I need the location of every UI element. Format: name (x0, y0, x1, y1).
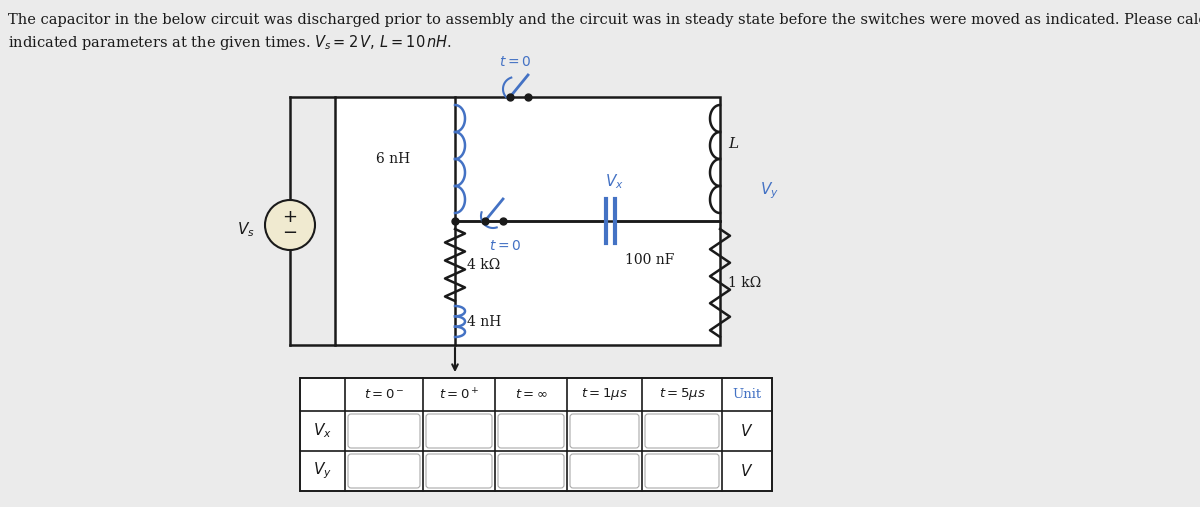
Text: $t = \infty$: $t = \infty$ (515, 388, 547, 401)
Text: 1 kΩ: 1 kΩ (728, 276, 761, 290)
Text: L: L (728, 137, 738, 151)
FancyBboxPatch shape (335, 97, 720, 345)
Text: indicated parameters at the given times. $V_s = 2\,V,\, L = 10\,nH$.: indicated parameters at the given times.… (8, 33, 452, 52)
Text: $V_x$: $V_x$ (313, 422, 332, 441)
FancyBboxPatch shape (426, 414, 492, 448)
Text: $t = 0$: $t = 0$ (488, 239, 521, 253)
Text: $t = 0$: $t = 0$ (499, 55, 532, 69)
Text: 100 nF: 100 nF (625, 253, 674, 267)
Text: $V_x$: $V_x$ (605, 172, 624, 191)
FancyBboxPatch shape (426, 454, 492, 488)
FancyBboxPatch shape (348, 454, 420, 488)
Text: $t = 1\mu s$: $t = 1\mu s$ (581, 386, 628, 403)
FancyBboxPatch shape (498, 414, 564, 448)
Text: $V_y$: $V_y$ (313, 461, 332, 481)
Text: $V$: $V$ (740, 463, 754, 479)
Text: 4 kΩ: 4 kΩ (467, 258, 500, 272)
Text: $t = 5\mu s$: $t = 5\mu s$ (659, 386, 706, 403)
FancyBboxPatch shape (646, 414, 719, 448)
FancyBboxPatch shape (570, 414, 640, 448)
Circle shape (265, 200, 314, 250)
Text: −: − (282, 224, 298, 242)
Text: The capacitor in the below circuit was discharged prior to assembly and the circ: The capacitor in the below circuit was d… (8, 13, 1200, 27)
Text: $t = 0^+$: $t = 0^+$ (439, 387, 479, 402)
Text: $V_y$: $V_y$ (760, 180, 779, 201)
FancyBboxPatch shape (348, 414, 420, 448)
Text: 4 nH: 4 nH (467, 314, 502, 329)
Text: Unit: Unit (732, 388, 762, 401)
Text: +: + (282, 208, 298, 226)
FancyBboxPatch shape (300, 378, 772, 491)
FancyBboxPatch shape (570, 454, 640, 488)
Text: $V$: $V$ (740, 423, 754, 439)
Text: 6 nH: 6 nH (376, 152, 410, 166)
Text: $V_s$: $V_s$ (238, 221, 256, 239)
Text: $t = 0^-$: $t = 0^-$ (364, 388, 404, 401)
FancyBboxPatch shape (498, 454, 564, 488)
FancyBboxPatch shape (646, 454, 719, 488)
